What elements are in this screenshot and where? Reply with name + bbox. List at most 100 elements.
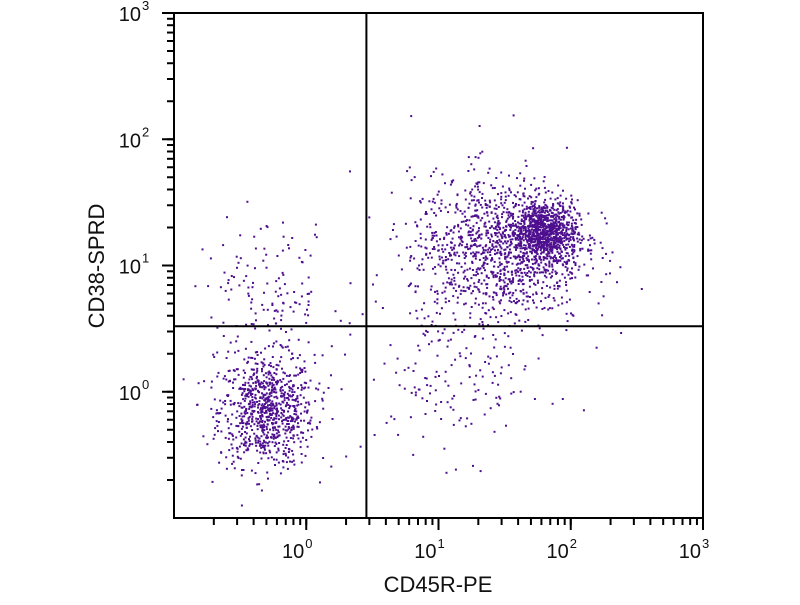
data-point bbox=[525, 229, 527, 232]
data-point bbox=[499, 397, 502, 400]
data-point bbox=[267, 384, 270, 387]
data-point bbox=[240, 393, 243, 396]
data-point bbox=[261, 442, 264, 445]
data-point bbox=[583, 263, 586, 266]
data-point bbox=[257, 380, 260, 383]
data-point bbox=[482, 263, 485, 266]
data-point bbox=[515, 297, 518, 300]
data-point bbox=[307, 276, 310, 279]
data-point bbox=[271, 386, 274, 389]
data-point bbox=[435, 311, 438, 314]
data-point bbox=[390, 191, 393, 194]
data-point bbox=[507, 312, 510, 315]
data-point bbox=[514, 238, 517, 241]
data-point bbox=[463, 277, 465, 280]
data-point bbox=[485, 275, 488, 278]
data-point bbox=[266, 282, 269, 285]
data-point bbox=[481, 192, 484, 195]
data-point bbox=[482, 257, 485, 259]
data-point bbox=[290, 418, 293, 421]
data-point bbox=[546, 211, 549, 213]
data-point bbox=[498, 231, 501, 234]
data-point bbox=[512, 114, 515, 117]
data-point bbox=[562, 217, 565, 220]
data-point bbox=[238, 415, 241, 417]
data-point bbox=[454, 269, 456, 272]
data-point bbox=[231, 413, 234, 416]
data-point bbox=[506, 261, 509, 264]
data-point bbox=[587, 239, 590, 242]
data-point bbox=[556, 227, 559, 230]
data-point bbox=[533, 273, 536, 276]
data-point bbox=[460, 289, 463, 292]
data-point bbox=[406, 170, 409, 173]
data-point bbox=[274, 441, 277, 444]
data-point bbox=[497, 193, 499, 196]
data-point bbox=[540, 208, 543, 211]
data-point bbox=[553, 287, 556, 290]
data-point bbox=[434, 410, 437, 412]
data-point bbox=[248, 422, 250, 425]
data-point bbox=[548, 265, 551, 268]
data-point bbox=[526, 241, 529, 244]
data-point bbox=[275, 403, 278, 406]
data-point bbox=[236, 335, 239, 338]
data-point bbox=[538, 205, 541, 208]
data-point bbox=[475, 274, 477, 277]
data-point bbox=[409, 259, 412, 262]
data-point bbox=[301, 282, 304, 285]
data-point bbox=[576, 212, 579, 215]
data-point bbox=[251, 399, 254, 401]
data-point bbox=[478, 201, 480, 204]
data-point bbox=[529, 266, 532, 269]
data-point bbox=[244, 371, 246, 374]
data-point bbox=[308, 403, 311, 406]
data-point bbox=[540, 242, 542, 245]
data-point bbox=[498, 280, 501, 282]
data-point bbox=[541, 230, 544, 233]
data-point bbox=[561, 302, 564, 305]
data-point bbox=[463, 257, 466, 259]
data-point bbox=[525, 295, 528, 298]
data-point bbox=[564, 248, 567, 251]
data-point bbox=[260, 446, 263, 449]
data-point bbox=[526, 229, 529, 232]
data-point bbox=[247, 448, 250, 451]
data-point bbox=[440, 199, 443, 202]
data-point bbox=[268, 440, 271, 443]
data-point bbox=[330, 374, 332, 377]
data-point bbox=[426, 331, 429, 333]
data-point bbox=[474, 257, 477, 260]
data-point bbox=[252, 368, 255, 371]
data-point bbox=[210, 380, 213, 383]
data-point bbox=[500, 288, 503, 291]
data-point bbox=[433, 248, 436, 251]
data-point bbox=[579, 247, 582, 250]
data-point bbox=[292, 426, 295, 429]
data-point bbox=[293, 374, 296, 377]
data-point bbox=[438, 258, 441, 261]
data-point bbox=[257, 439, 260, 442]
data-point bbox=[550, 241, 553, 244]
data-point bbox=[495, 292, 498, 295]
data-point bbox=[305, 382, 308, 385]
data-point bbox=[398, 384, 401, 387]
data-point bbox=[295, 413, 298, 416]
data-point bbox=[520, 244, 522, 247]
data-point bbox=[548, 245, 551, 248]
data-point bbox=[409, 283, 411, 286]
data-point bbox=[464, 198, 467, 201]
data-point bbox=[570, 222, 573, 225]
data-point bbox=[523, 208, 526, 211]
data-point bbox=[247, 294, 250, 297]
data-point bbox=[297, 422, 299, 425]
data-point bbox=[571, 245, 574, 248]
data-point bbox=[541, 251, 544, 254]
data-point bbox=[248, 402, 251, 405]
data-point bbox=[554, 245, 557, 248]
data-point bbox=[264, 372, 267, 375]
data-point bbox=[517, 279, 520, 282]
data-point bbox=[502, 279, 505, 282]
data-point bbox=[524, 273, 527, 276]
